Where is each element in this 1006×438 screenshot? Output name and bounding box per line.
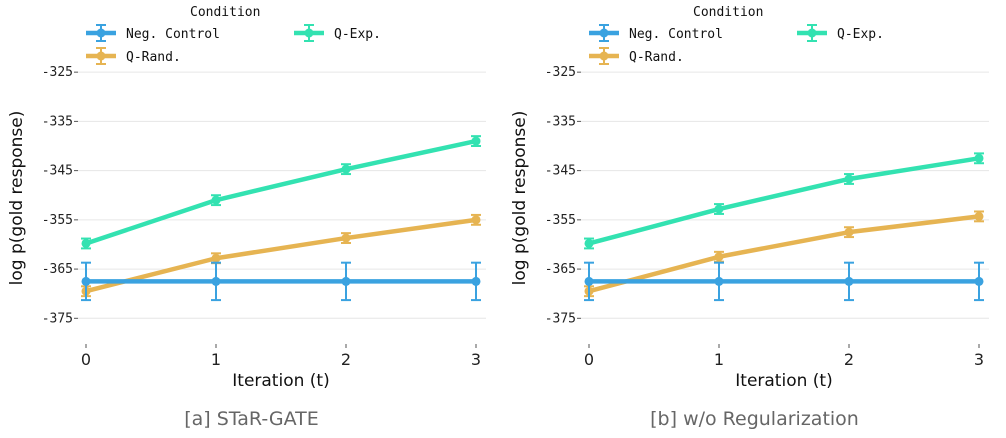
series-line	[586, 214, 982, 294]
chart-a-svg: -325 -335 -345 -355 -365 -375 0 1 2 3 Iteration (t…	[7, 5, 486, 391]
chart-panel-b: -325 -335 -345 -355 -365 -375 0 1 2 3 Iteration (t…	[503, 0, 1006, 438]
data-point	[471, 215, 481, 225]
data-point	[844, 227, 854, 237]
legend-title: Condition	[693, 5, 763, 20]
y-tick-label: -325	[42, 65, 73, 80]
legend-label: Q-Rand.	[126, 50, 181, 65]
x-tick-label: 1	[211, 350, 221, 369]
legend-swatch-point	[599, 51, 609, 61]
y-tick-label: -355	[42, 213, 73, 228]
x-tick-label: 2	[844, 350, 854, 369]
x-tick-label: 1	[714, 350, 724, 369]
data-point	[844, 276, 854, 286]
x-axis-label: Iteration (t)	[232, 371, 329, 391]
series-line	[83, 138, 479, 246]
y-tick-label: -335	[42, 114, 73, 129]
data-point	[341, 276, 351, 286]
data-point	[584, 276, 594, 286]
y-tick-label: -365	[545, 262, 576, 277]
legend-label: Q-Rand.	[629, 50, 684, 65]
legend-label: Neg. Control	[629, 27, 723, 42]
data-point	[974, 276, 984, 286]
data-point	[81, 238, 91, 248]
y-tick-label: -355	[545, 213, 576, 228]
y-tick-label: -375	[545, 311, 576, 326]
data-point	[714, 204, 724, 214]
y-axis-label: log p(gold response)	[510, 111, 530, 286]
legend-label: Q-Exp.	[837, 27, 884, 42]
legend-swatch-point	[807, 28, 817, 38]
data-point	[211, 195, 221, 205]
legend-label: Neg. Control	[126, 27, 220, 42]
legend-swatch-point	[599, 28, 609, 38]
data-point	[974, 153, 984, 163]
y-tick-label: -375	[42, 311, 73, 326]
chart-caption-a: [a] STaR-GATE	[184, 408, 319, 430]
x-tick-label: 3	[974, 350, 984, 369]
y-tick-label: -365	[42, 262, 73, 277]
legend-label: Q-Exp.	[334, 27, 381, 42]
y-tick-label: -345	[545, 164, 576, 179]
data-point	[211, 253, 221, 263]
y-tick-label: -345	[42, 164, 73, 179]
data-point	[714, 252, 724, 262]
data-point	[844, 174, 854, 184]
y-tick-label: -335	[545, 114, 576, 129]
x-axis-label: Iteration (t)	[735, 371, 832, 391]
series-line	[83, 217, 479, 294]
legend-swatch-point	[96, 51, 106, 61]
x-tick-label: 0	[584, 350, 594, 369]
legend-swatch-point	[96, 28, 106, 38]
x-tick-label: 0	[81, 350, 91, 369]
data-point	[584, 238, 594, 248]
y-axis-label: log p(gold response)	[7, 111, 27, 286]
data-point	[471, 136, 481, 146]
legend-swatch-point	[304, 28, 314, 38]
chart-panel-a: -325 -335 -345 -355 -365 -375 0 1 2 3 Iteration (t…	[7, 5, 486, 430]
data-point	[211, 276, 221, 286]
y-tick-label: -325	[545, 65, 576, 80]
x-tick-label: 3	[471, 350, 481, 369]
legend-title: Condition	[190, 5, 260, 20]
data-point	[974, 211, 984, 221]
data-point	[341, 233, 351, 243]
series-line	[586, 156, 982, 246]
data-point	[81, 276, 91, 286]
data-point	[471, 276, 481, 286]
data-point	[714, 276, 724, 286]
data-point	[341, 164, 351, 174]
chart-b-svg: -325 -335 -345 -355 -365 -375 0 1 2 3 Iteration (t…	[510, 5, 989, 391]
chart-caption-b: [b] w/o Regularization	[650, 408, 859, 430]
x-tick-label: 2	[341, 350, 351, 369]
